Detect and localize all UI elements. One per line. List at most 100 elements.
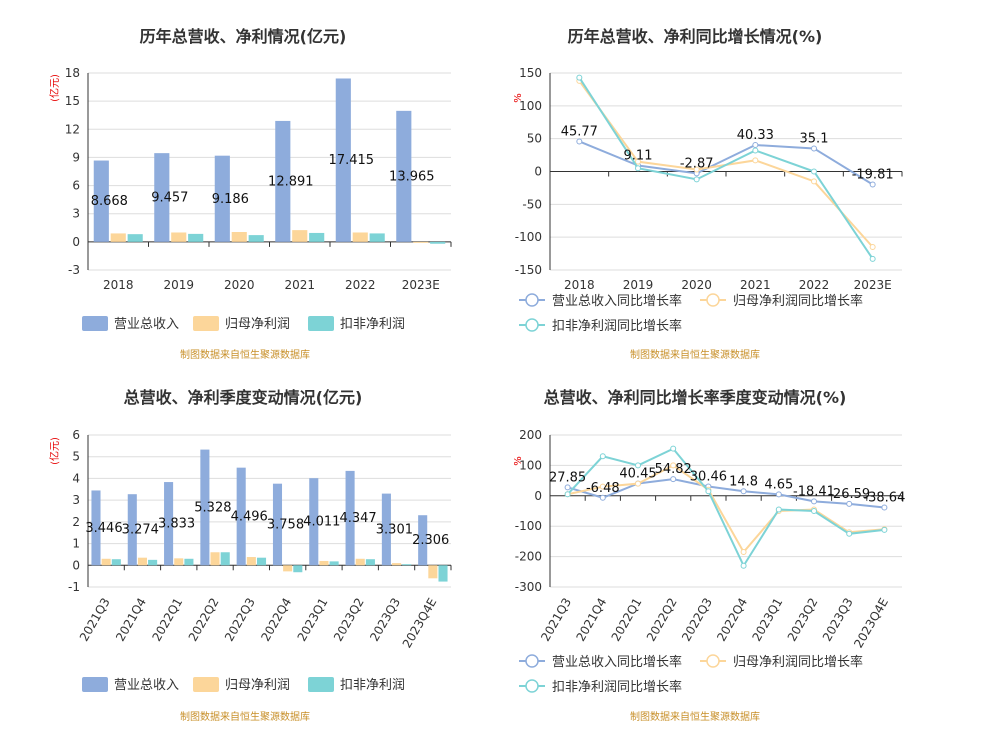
growth-data-label: -26.59: [828, 487, 870, 502]
revenue-data-label: 3.446: [85, 521, 122, 536]
line-point: [752, 147, 759, 154]
quarter-line-svg: 总营收、净利同比增长率季度变动情况(%) % -300 -200 -100 0 100 2…: [513, 388, 906, 723]
plot-area: -3 0 3 6 9 12 15 18 2018 2019 2020 2021 2022 2023E 8.6…: [65, 66, 452, 292]
line-point: [576, 74, 583, 81]
y-tick-label: -200: [515, 550, 542, 564]
bar-revenue: [335, 78, 351, 242]
growth-data-label: -19.81: [852, 168, 894, 183]
x-tick-label: 2021: [740, 278, 771, 292]
bar-deducted-profit: [365, 559, 375, 566]
legend-swatch: [193, 316, 219, 331]
legend-marker: [525, 679, 539, 693]
x-tick-label: 2018: [103, 278, 134, 292]
revenue-data-label: 13.965: [389, 169, 435, 184]
y-tick-label: 150: [519, 66, 542, 80]
revenue-data-label: 4.011: [303, 515, 340, 530]
growth-data-label: 40.33: [737, 128, 774, 143]
bar-net-profit: [428, 565, 438, 579]
line-series: [578, 77, 874, 260]
bar-net-profit: [283, 565, 293, 572]
line-point: [564, 484, 571, 491]
revenue-data-label: 17.415: [329, 153, 375, 168]
line-point: [869, 181, 876, 188]
legend[interactable]: 营业总收入 归母净利润 扣非净利润: [82, 677, 405, 693]
x-tick-label: 2022Q3: [222, 596, 258, 644]
legend[interactable]: 营业总收入 归母净利润 扣非净利润: [82, 316, 405, 332]
x-tick-label: 2020: [681, 278, 712, 292]
x-tick-label: 2021Q4: [113, 596, 149, 644]
growth-data-label: 30.46: [690, 470, 727, 485]
y-tick-label: -3: [68, 263, 80, 277]
revenue-data-label: 12.891: [268, 174, 314, 189]
legend-swatch: [82, 316, 108, 331]
bar-deducted-profit: [402, 564, 412, 566]
legend-label: 扣非净利润: [340, 317, 405, 332]
y-tick-label: -1: [68, 580, 80, 594]
y-tick-label: -100: [515, 230, 542, 244]
y-tick-label: 0: [534, 165, 542, 179]
x-tick-label: 2022Q1: [149, 596, 185, 644]
bar-net-profit: [392, 563, 402, 566]
bar-revenue: [91, 490, 101, 566]
bar-revenue: [200, 449, 210, 566]
legend-marker: [525, 293, 539, 307]
bar-net-profit: [210, 552, 220, 566]
x-tick-label: 2022Q2: [186, 596, 222, 644]
y-tick-label: -300: [515, 580, 542, 594]
line-series: [567, 478, 885, 509]
legend-label: 归母净利润: [225, 678, 290, 693]
bar-revenue: [418, 515, 428, 566]
growth-data-label: -6.48: [586, 481, 620, 496]
line-point: [752, 142, 759, 149]
x-tick-label: 2023Q3: [367, 596, 403, 644]
y-tick-label: 4: [72, 471, 80, 485]
x-tick-label: 2022Q4: [714, 596, 750, 644]
y-tick-label: 50: [527, 132, 542, 146]
bar-revenue: [236, 467, 246, 566]
bar-revenue: [93, 160, 109, 242]
y-tick-label: 0: [534, 489, 542, 503]
y-tick-label: 200: [519, 428, 542, 442]
legend-marker: [706, 293, 720, 307]
bar-deducted-profit: [430, 241, 446, 244]
quarter-revenue-profit-chart: 总营收、净利季度变动情况(亿元) (亿元) -1 0 1 2 3 4 5 6 2021Q3 202…: [0, 369, 495, 738]
line-series: [567, 464, 885, 554]
chart-title: 总营收、净利同比增长率季度变动情况(%): [544, 388, 847, 407]
x-tick-label: 2023Q2: [331, 596, 367, 644]
line-point: [564, 491, 571, 498]
line-point: [811, 145, 817, 152]
legend-label: 扣非净利润同比增长率: [552, 318, 682, 334]
bar-deducted-profit: [184, 558, 194, 566]
bar-revenue: [127, 494, 137, 566]
bar-net-profit: [292, 230, 308, 242]
data-source-note: 制图数据来自恒生聚源数据库: [180, 348, 310, 361]
line-point: [635, 480, 641, 487]
line-point: [740, 549, 747, 556]
x-tick-label: 2021Q4: [573, 596, 609, 644]
revenue-data-label: 9.186: [212, 192, 249, 207]
legend-swatch: [308, 316, 334, 331]
revenue-data-label: 3.833: [158, 517, 195, 532]
revenue-data-label: 5.328: [194, 500, 231, 515]
growth-data-label: 9.11: [624, 149, 653, 164]
line-point: [775, 506, 782, 513]
line-point: [775, 491, 782, 498]
data-source-note: 制图数据来自恒生聚源数据库: [630, 710, 760, 723]
x-tick-label: 2023Q4E: [400, 596, 440, 651]
x-tick-label: 2018: [564, 278, 595, 292]
bar-net-profit: [319, 560, 329, 566]
y-tick-label: 5: [72, 450, 80, 464]
line-point: [846, 500, 853, 507]
line-point: [635, 158, 641, 165]
x-tick-label: 2022: [345, 278, 376, 292]
revenue-data-label: 4.347: [339, 511, 376, 526]
x-tick-label: 2023E: [402, 278, 440, 292]
bar-net-profit: [137, 557, 147, 566]
bar-deducted-profit: [127, 234, 143, 242]
y-tick-label: 0: [72, 558, 80, 572]
line-point: [635, 462, 641, 469]
